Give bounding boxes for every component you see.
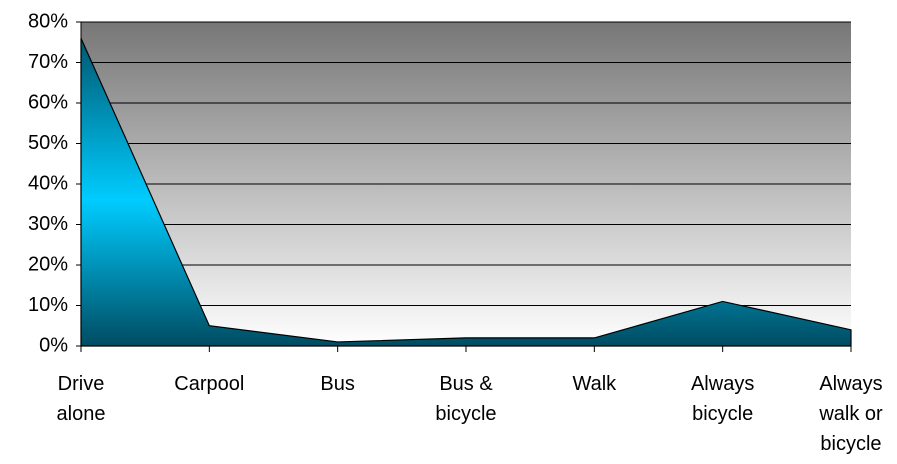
y-tick-label: 0% bbox=[39, 334, 68, 356]
y-tick-label: 20% bbox=[28, 253, 68, 275]
x-tick-label: Drive alone bbox=[56, 373, 106, 425]
y-tick-label: 30% bbox=[28, 213, 68, 235]
x-tick-label: Walk bbox=[572, 373, 617, 395]
y-tick-label: 60% bbox=[28, 91, 68, 113]
x-tick-label: Carpool bbox=[174, 373, 245, 395]
y-tick-label: 40% bbox=[28, 172, 68, 194]
x-tick-label: Always walk or bicycle bbox=[819, 373, 883, 455]
x-tick-label: Always bicycle bbox=[690, 373, 755, 425]
x-tick-label: Bus & bicycle bbox=[435, 373, 497, 425]
y-tick-label: 10% bbox=[28, 294, 68, 316]
x-tick-label: Bus bbox=[320, 373, 355, 395]
y-tick-label: 50% bbox=[28, 132, 68, 154]
y-tick-label: 80% bbox=[28, 10, 68, 32]
area bbox=[80, 37, 852, 347]
y-tick-label: 70% bbox=[28, 51, 68, 73]
